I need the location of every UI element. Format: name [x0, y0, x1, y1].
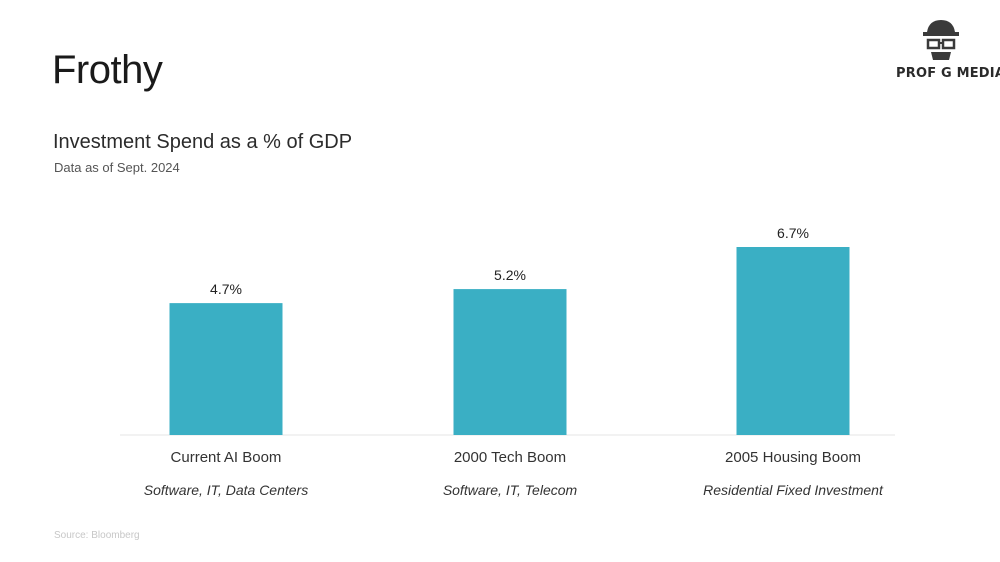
logo-text: PROF G MEDIA	[896, 66, 1000, 81]
source-note: Source: Bloomberg	[54, 530, 140, 541]
hat-glasses-icon	[923, 20, 959, 60]
bar	[736, 247, 850, 435]
value-label: 6.7%	[777, 225, 809, 241]
category-sublabel: Software, IT, Telecom	[443, 482, 578, 498]
slide-title: Frothy	[52, 48, 163, 92]
category-sublabel: Software, IT, Data Centers	[144, 482, 308, 498]
value-label: 4.7%	[210, 281, 242, 297]
value-label: 5.2%	[494, 267, 526, 283]
category-label: 2000 Tech Boom	[454, 449, 566, 466]
chart-subtitle: Data as of Sept. 2024	[54, 160, 180, 175]
category-sublabel: Residential Fixed Investment	[703, 482, 884, 498]
prof-g-media-logo: PROF G MEDIA	[896, 14, 1000, 94]
bar	[453, 289, 567, 435]
chart-title: Investment Spend as a % of GDP	[53, 131, 353, 153]
bar	[169, 303, 283, 435]
category-label: 2005 Housing Boom	[725, 449, 861, 466]
category-label: Current AI Boom	[171, 449, 282, 466]
